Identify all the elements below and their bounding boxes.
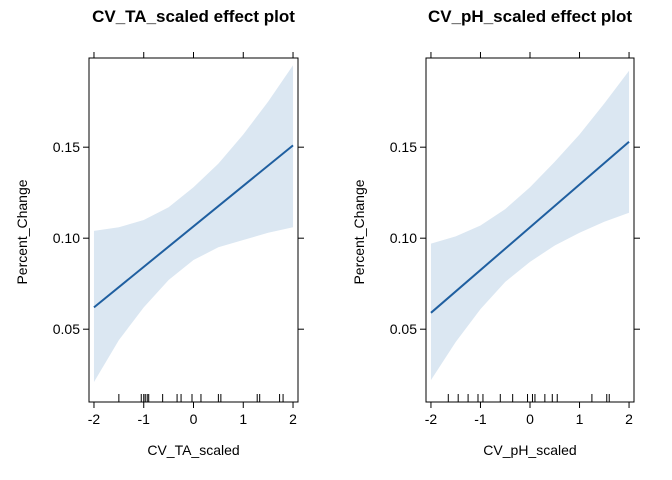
x-tick-label: 1 xyxy=(239,411,247,427)
x-tick-label: -1 xyxy=(474,411,487,427)
x-tick-label: -1 xyxy=(138,411,151,427)
x-tick-label: 0 xyxy=(526,411,534,427)
x-tick-label: -2 xyxy=(88,411,101,427)
y-axis-label: Percent_Change xyxy=(351,179,367,284)
x-tick-label: 1 xyxy=(576,411,584,427)
chart-title: CV_pH_scaled effect plot xyxy=(428,7,632,26)
y-axis-label: Percent_Change xyxy=(14,179,30,284)
y-tick-label: 0.10 xyxy=(390,230,417,246)
chart-title: CV_TA_scaled effect plot xyxy=(92,7,295,26)
x-axis-label: CV_pH_scaled xyxy=(483,442,576,458)
x-tick-label: 2 xyxy=(289,411,297,427)
x-tick-label: -2 xyxy=(425,411,438,427)
effect-plot-panel-1: -2 -1 0 1 2 0.05 0.10 0.15 CV_TA_scaled effect p… xyxy=(14,7,304,458)
confidence-band xyxy=(93,65,294,382)
y-tick-label: 0.05 xyxy=(53,321,80,337)
y-tick-label: 0.10 xyxy=(53,230,80,246)
x-tick-label: 2 xyxy=(625,411,633,427)
y-tick-label: 0.15 xyxy=(53,139,80,155)
x-tick-label: 0 xyxy=(190,411,198,427)
y-tick-label: 0.05 xyxy=(390,321,417,337)
y-tick-label: 0.15 xyxy=(390,139,417,155)
fit-line xyxy=(93,144,294,309)
confidence-band xyxy=(430,70,630,381)
fit-line xyxy=(430,140,630,314)
x-axis-label: CV_TA_scaled xyxy=(147,442,239,458)
effect-plot-panel-2: -2 -1 0 1 2 0.05 0.10 0.15 CV_pH_scaled effect p… xyxy=(351,7,640,458)
